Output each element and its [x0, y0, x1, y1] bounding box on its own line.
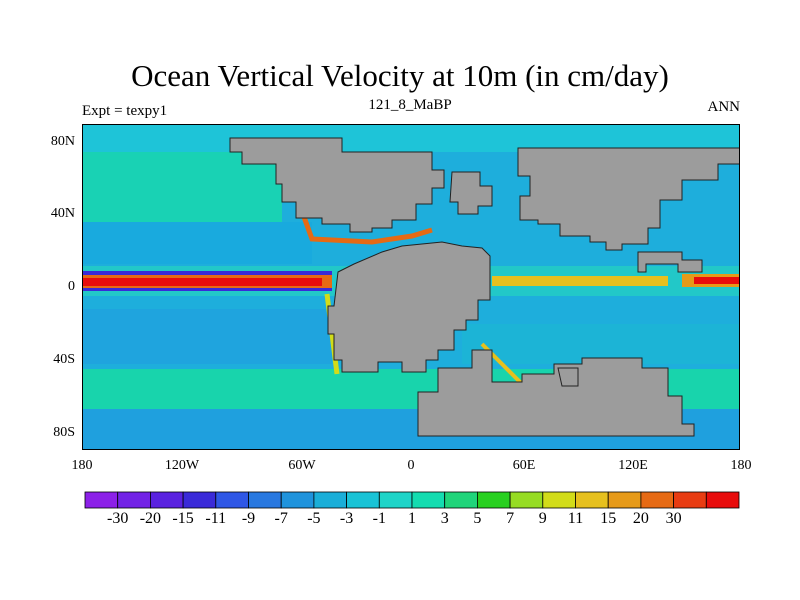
colorbar-swatch [280, 491, 315, 509]
lat-label-80n: 80N [50, 134, 75, 149]
land-north-america [229, 137, 445, 233]
colorbar-label: 20 [632, 510, 649, 527]
colorbar-label: -3 [339, 510, 354, 527]
colorbar-label: -20 [139, 510, 162, 527]
colorbar-swatch [673, 491, 707, 509]
colorbar-label: 9 [538, 510, 547, 527]
colorbar-label: -9 [241, 510, 256, 527]
colorbar-label: 5 [473, 510, 482, 527]
colorbar-swatch [542, 491, 576, 509]
colorbar-label: -7 [274, 510, 288, 527]
colorbar-swatch [411, 491, 446, 509]
colorbar-swatch [150, 491, 184, 509]
colorbar-swatch [346, 491, 380, 509]
colorbar-swatch [313, 491, 347, 509]
colorbar-label: -5 [307, 510, 321, 527]
colorbar-swatch [575, 491, 609, 509]
lon-label-180w: 180 [71, 458, 93, 473]
colorbar-label: -15 [172, 510, 194, 527]
land-eurasia [517, 147, 740, 251]
colorbar-swatch [117, 491, 151, 509]
land-greenland [449, 171, 493, 215]
land-south-america-africa [327, 241, 491, 373]
colorbar [84, 491, 740, 509]
lat-label-40s: 40S [53, 352, 75, 367]
land-south-asia [637, 251, 703, 273]
lon-label-0: 0 [407, 458, 415, 473]
colorbar-label: 1 [408, 510, 416, 527]
lon-label-60e: 60E [512, 458, 536, 473]
colorbar-swatch [84, 491, 119, 509]
south-indian-band [462, 324, 740, 364]
east-equatorial-core-right [694, 277, 740, 284]
colorbar-swatch [444, 491, 478, 509]
lat-label-0: 0 [68, 279, 75, 294]
map-frame [82, 124, 740, 450]
colorbar-swatch [509, 491, 544, 509]
colorbar-swatch [705, 491, 740, 509]
lon-label-60w: 60W [288, 458, 316, 473]
velocity-map [82, 124, 740, 450]
colorbar-label: 30 [665, 510, 682, 527]
lon-label-120e: 120E [618, 458, 648, 473]
colorbar-label: -1 [372, 510, 386, 527]
colorbar-swatch [476, 491, 511, 509]
colorbar-swatch [215, 491, 249, 509]
colorbar-swatch [607, 491, 642, 509]
south-pacific-band [82, 309, 332, 364]
colorbar-label: 3 [440, 510, 449, 527]
age-label: 121_8_MaBP [368, 97, 452, 113]
colorbar-swatch [182, 491, 217, 509]
colorbar-swatch [248, 491, 282, 509]
land-antarctica [417, 349, 695, 437]
lon-label-180e: 180 [730, 458, 752, 473]
map-title: Ocean Vertical Velocity at 10m (in cm/da… [131, 58, 669, 93]
lat-label-80s: 80S [53, 425, 75, 440]
lat-label-40n: 40N [50, 206, 75, 221]
equatorial-red-band [82, 278, 322, 286]
season-label: ANN [707, 99, 741, 115]
north-pacific-band [82, 222, 312, 264]
colorbar-label: 15 [600, 510, 617, 527]
colorbar-swatch [640, 491, 675, 509]
east-equatorial-band [492, 276, 668, 286]
colorbar-label: 11 [567, 510, 584, 527]
colorbar-label: -11 [205, 510, 227, 527]
colorbar-label: 7 [506, 510, 515, 527]
lon-label-120w: 120W [164, 458, 200, 473]
arctic-band [82, 124, 740, 152]
coastal-upwelling-north [289, 183, 433, 245]
colorbar-label: -30 [107, 510, 129, 527]
experiment-label: Expt = texpy1 [82, 103, 168, 119]
colorbar-swatch [378, 491, 413, 509]
land-island-east [557, 367, 579, 387]
